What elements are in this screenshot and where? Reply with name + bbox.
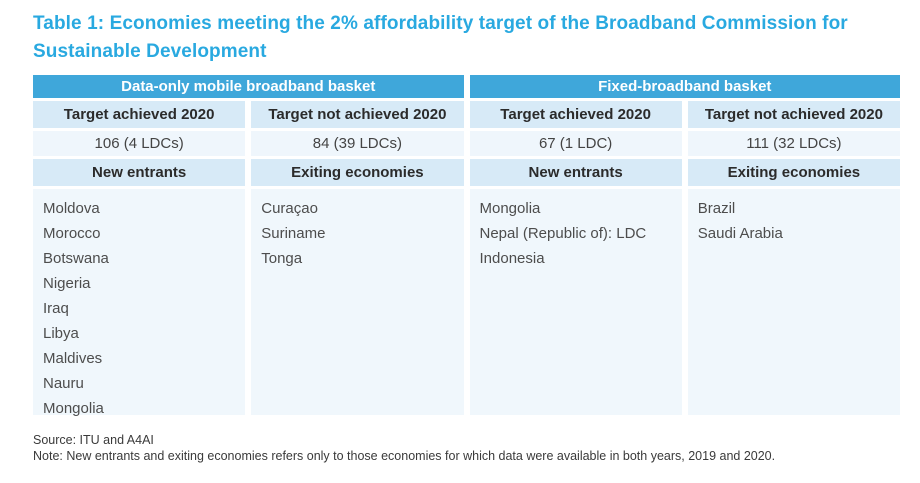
count-mobile-not-achieved: 84 (39 LDCs) bbox=[251, 131, 464, 156]
country-list-fixed-exiting: Brazil Saudi Arabia bbox=[687, 189, 900, 415]
group-header-fixed-broadband: Fixed-broadband basket bbox=[469, 75, 900, 98]
count-fixed-achieved: 67 (1 LDC) bbox=[469, 131, 682, 156]
note-line: Note: New entrants and exiting economies… bbox=[33, 449, 776, 463]
source-line: Source: ITU and A4AI bbox=[33, 433, 154, 447]
country-list-mobile-exiting: Curaçao Suriname Tonga bbox=[251, 189, 464, 415]
count-mobile-achieved: 106 (4 LDCs) bbox=[33, 131, 246, 156]
list-item: Moldova bbox=[43, 200, 100, 217]
list-item: Nauru bbox=[43, 375, 84, 392]
list-item: Curaçao bbox=[261, 200, 318, 217]
affordability-table: Data-only mobile broadband basket Fixed-… bbox=[33, 75, 900, 417]
col-header-mobile-not-achieved: Target not achieved 2020 bbox=[251, 101, 464, 128]
table-title: Table 1: Economies meeting the 2% afford… bbox=[33, 13, 848, 62]
list-item: Nepal (Republic of): LDC bbox=[479, 225, 647, 242]
list-item: Indonesia bbox=[479, 250, 545, 267]
count-fixed-not-achieved: 111 (32 LDCs) bbox=[687, 131, 900, 156]
list-item: Tonga bbox=[261, 250, 303, 267]
footnotes: Source: ITU and A4AI Note: New entrants … bbox=[33, 432, 903, 464]
list-item: Suriname bbox=[261, 225, 326, 242]
subheader-fixed-new-entrants: New entrants bbox=[469, 159, 682, 186]
list-item: Nigeria bbox=[43, 275, 91, 292]
subheader-mobile-exiting: Exiting economies bbox=[251, 159, 464, 186]
list-item: Maldives bbox=[43, 350, 103, 367]
country-list-mobile-new-entrants: Moldova Morocco Botswana Nigeria Iraq Libya Ma… bbox=[33, 189, 246, 417]
list-item: Morocco bbox=[43, 225, 101, 242]
list-item: Botswana bbox=[43, 250, 109, 267]
col-header-mobile-achieved: Target achieved 2020 bbox=[33, 101, 246, 128]
subheader-fixed-exiting: Exiting economies bbox=[687, 159, 900, 186]
group-header-data-only-mobile: Data-only mobile broadband basket bbox=[33, 75, 464, 98]
subheader-mobile-new-entrants: New entrants bbox=[33, 159, 246, 186]
list-item: Brazil bbox=[697, 200, 736, 217]
country-list-fixed-new-entrants: Mongolia Nepal (Republic of): LDC Indonesi… bbox=[469, 189, 682, 415]
list-item: Libya bbox=[43, 325, 79, 342]
list-item: Iraq bbox=[43, 300, 69, 317]
col-header-fixed-not-achieved: Target not achieved 2020 bbox=[687, 101, 900, 128]
list-item: Mongolia bbox=[43, 400, 104, 417]
list-item: Saudi Arabia bbox=[697, 225, 783, 242]
list-item: Mongolia bbox=[479, 200, 541, 217]
col-header-fixed-achieved: Target achieved 2020 bbox=[469, 101, 682, 128]
